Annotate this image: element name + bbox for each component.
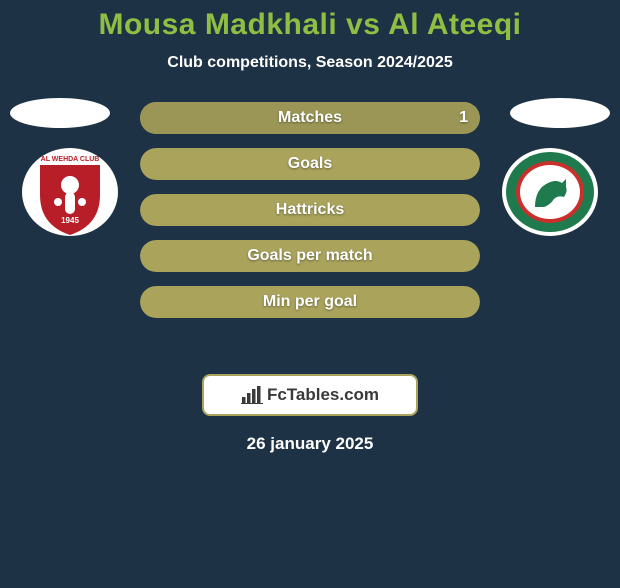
stat-label: Goals per match — [247, 247, 372, 265]
stat-label: Min per goal — [263, 293, 357, 311]
stat-label: Matches — [278, 109, 342, 127]
stat-bar: Hattricks — [140, 194, 480, 226]
site-attribution-badge: FcTables.com — [202, 374, 418, 416]
player1-club-badge: 1945 AL WEHDA CLUB — [20, 147, 120, 237]
player1-avatar-placeholder — [10, 98, 110, 128]
stat-bar: Min per goal — [140, 286, 480, 318]
svg-text:ETTIFAQ F.C: ETTIFAQ F.C — [529, 156, 571, 163]
site-attribution-text: FcTables.com — [267, 385, 379, 405]
svg-text:1945: 1945 — [61, 216, 79, 225]
stat-label: Goals — [288, 155, 332, 173]
subtitle: Club competitions, Season 2024/2025 — [0, 54, 620, 72]
date-label: 26 january 2025 — [0, 434, 620, 454]
bar-chart-icon — [241, 386, 263, 404]
comparison-area: 1945 AL WEHDA CLUB ETTIFAQ F.C Matches 1 G… — [0, 102, 620, 352]
stat-bar: Matches 1 — [140, 102, 480, 134]
page-title: Mousa Madkhali vs Al Ateeqi — [0, 8, 620, 42]
al-wehda-logo-icon: 1945 AL WEHDA CLUB — [20, 147, 120, 237]
stat-bar: Goals per match — [140, 240, 480, 272]
svg-text:AL WEHDA CLUB: AL WEHDA CLUB — [41, 156, 100, 163]
stat-bars: Matches 1 Goals Hattricks Goals per match Min… — [140, 102, 480, 332]
player2-avatar-placeholder — [510, 98, 610, 128]
stat-value-p2: 1 — [459, 109, 468, 127]
stat-label: Hattricks — [276, 201, 344, 219]
ettifaq-logo-icon: ETTIFAQ F.C — [500, 147, 600, 237]
player2-club-badge: ETTIFAQ F.C — [500, 147, 600, 237]
stat-bar: Goals — [140, 148, 480, 180]
